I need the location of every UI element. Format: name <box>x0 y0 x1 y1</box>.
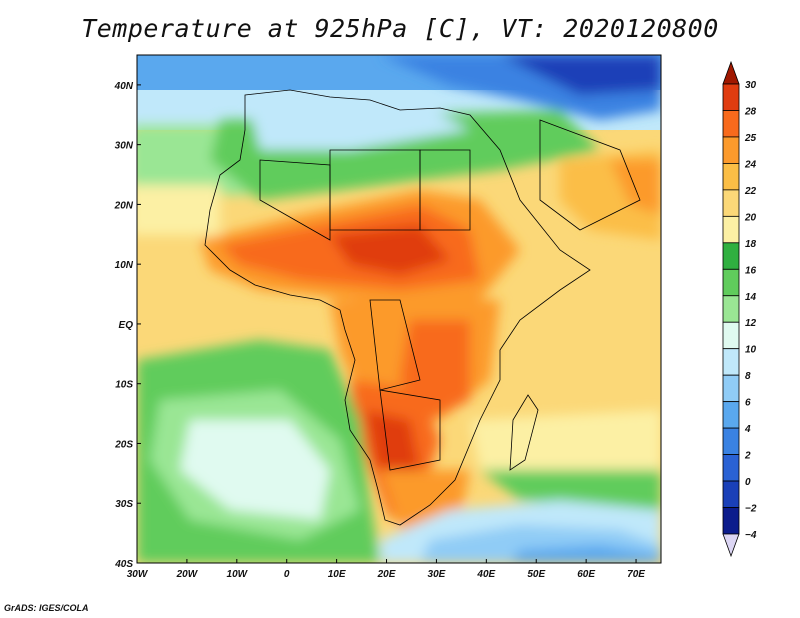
colorbar-swatch <box>722 83 740 111</box>
colorbar-label: 25 <box>744 133 757 144</box>
lon-tick-label: 50E <box>527 569 545 580</box>
lat-tick-label: 20N <box>114 200 134 211</box>
colorbar-swatch <box>722 242 740 270</box>
colorbar-label: 8 <box>745 371 751 382</box>
colorbar-swatch <box>722 480 740 508</box>
lon-tick-label: 40E <box>476 569 495 580</box>
lat-tick-label: 40S <box>114 559 133 570</box>
colorbar-label: 24 <box>744 159 757 170</box>
colorbar-swatch <box>722 268 740 297</box>
temperature-field <box>137 55 661 563</box>
lon-tick-label: 10E <box>328 569 346 580</box>
colorbar-min-arrow <box>722 533 740 558</box>
colorbar-label: 14 <box>745 292 757 303</box>
map-axes: 30W 20W 10W 0 10E 20E 30E 40E 50E 60E 70E 40N 30N 20N… <box>114 81 646 580</box>
lon-tick-label: 30W <box>127 569 149 580</box>
colorbar-swatch <box>722 295 740 323</box>
lon-tick-label: 0 <box>284 569 290 580</box>
colorbar-label: −4 <box>745 530 757 541</box>
colorbar-swatch <box>722 136 740 164</box>
colorbar-swatch <box>722 348 740 376</box>
lat-tick-label: 10S <box>115 380 133 391</box>
colorbar-swatch <box>722 321 740 350</box>
lat-tick-label: 30S <box>115 499 133 510</box>
colorbar-swatch <box>722 427 740 455</box>
colorbar-label: 18 <box>745 239 757 250</box>
colorbar-label: 28 <box>744 106 757 117</box>
lat-tick-label: 30N <box>115 141 134 152</box>
lat-tick-label: 40N <box>114 81 134 92</box>
grads-credit: GrADS: IGES/COLA <box>4 603 89 613</box>
lat-tick-label: 20S <box>114 439 133 450</box>
lon-tick-label: 30E <box>428 569 446 580</box>
colorbar-swatch <box>722 110 740 138</box>
colorbar-max-arrow <box>722 60 740 85</box>
lon-tick-label: 20W <box>176 569 199 580</box>
colorbar-label: 0 <box>745 477 751 488</box>
colorbar-swatch <box>722 454 740 482</box>
coastlines <box>204 89 641 526</box>
colorbar-swatch <box>722 507 740 535</box>
colorbar-label: 2 <box>744 451 751 462</box>
colorbar-label: 16 <box>745 265 757 276</box>
map-title: Temperature at 925hPa [C], VT: 202012080… <box>81 14 719 43</box>
colorbar-label: 22 <box>744 186 757 197</box>
lat-tick-label: EQ <box>119 320 134 331</box>
lon-tick-label: 10W <box>227 569 249 580</box>
colorbar-label: 30 <box>745 80 757 91</box>
lon-tick-label: 60E <box>577 569 595 580</box>
colorbar-label: −2 <box>745 504 757 515</box>
map-frame <box>136 54 662 564</box>
colorbar-label: 6 <box>745 398 751 409</box>
colorbar-swatch <box>722 163 740 191</box>
colorbar-swatch <box>722 189 740 217</box>
colorbar-swatch <box>722 401 740 429</box>
colorbar-label: 4 <box>744 424 751 435</box>
colorbar-swatch <box>722 374 740 403</box>
colorbar-label: 10 <box>745 345 757 356</box>
colorbar-label: 12 <box>745 318 757 329</box>
lat-tick-label: 10N <box>115 260 134 271</box>
colorbar-swatch <box>722 215 740 244</box>
lon-tick-label: 20E <box>377 569 396 580</box>
colorbar-label: 20 <box>744 212 757 223</box>
lon-tick-label: 70E <box>627 569 645 580</box>
